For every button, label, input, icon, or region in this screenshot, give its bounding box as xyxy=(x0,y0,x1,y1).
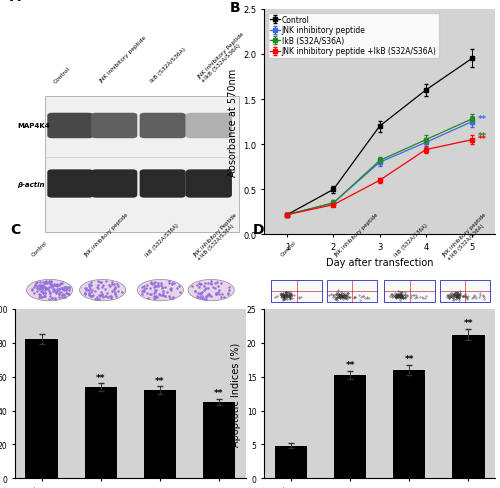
FancyBboxPatch shape xyxy=(45,97,239,232)
FancyBboxPatch shape xyxy=(48,170,94,198)
Text: JNK inhibitory Peptide
+IkB (S32A/S36A): JNK inhibitory Peptide +IkB (S32A/S36A) xyxy=(196,32,250,84)
Text: **: ** xyxy=(478,131,486,141)
Ellipse shape xyxy=(80,280,126,301)
FancyBboxPatch shape xyxy=(186,114,232,139)
Text: **: ** xyxy=(214,388,224,397)
Bar xyxy=(203,402,235,478)
Text: Control: Control xyxy=(31,240,48,258)
Text: IkB (S32A/S36A): IkB (S32A/S36A) xyxy=(144,223,180,258)
Text: JNK inhibitory peptide: JNK inhibitory peptide xyxy=(334,212,379,258)
Text: MAP4K4: MAP4K4 xyxy=(18,123,50,129)
Text: **: ** xyxy=(96,373,106,382)
Text: B: B xyxy=(230,1,240,15)
FancyBboxPatch shape xyxy=(140,114,186,139)
Ellipse shape xyxy=(188,280,234,301)
Text: **: ** xyxy=(404,354,414,364)
Text: **: ** xyxy=(478,135,486,144)
Y-axis label: Absorbance at 570nm: Absorbance at 570nm xyxy=(228,68,238,176)
Bar xyxy=(144,390,176,478)
Bar xyxy=(452,335,484,478)
Text: Control: Control xyxy=(53,66,72,84)
Text: JNK inhibitory peptide: JNK inhibitory peptide xyxy=(99,36,148,84)
Y-axis label: Apoptotic Indices (%): Apoptotic Indices (%) xyxy=(232,342,241,446)
Text: IkB (S32A/S36A): IkB (S32A/S36A) xyxy=(394,223,428,258)
Bar xyxy=(274,446,307,478)
Bar xyxy=(84,387,117,478)
Text: β-actin: β-actin xyxy=(18,181,45,187)
FancyBboxPatch shape xyxy=(271,281,322,303)
Text: JNK inhibitory Peptide
+IkB (S32A/S36A): JNK inhibitory Peptide +IkB (S32A/S36A) xyxy=(192,212,242,262)
Bar xyxy=(334,376,366,478)
FancyBboxPatch shape xyxy=(91,170,138,198)
Text: D: D xyxy=(252,223,264,237)
Ellipse shape xyxy=(138,280,184,301)
Ellipse shape xyxy=(26,280,72,301)
Text: IkB (S32A/S36A): IkB (S32A/S36A) xyxy=(150,47,188,84)
Legend: Control, JNK inhibitory peptide, IkB (S32A/S36A), JNK inhibitory peptide +IkB (S: Control, JNK inhibitory peptide, IkB (S3… xyxy=(268,14,439,59)
FancyBboxPatch shape xyxy=(91,114,138,139)
FancyBboxPatch shape xyxy=(384,281,435,303)
Text: JNK inhibitory peptide: JNK inhibitory peptide xyxy=(84,212,130,258)
Text: **: ** xyxy=(478,115,486,124)
Text: JNK inhibitory peptide
+IkB (S32A/S36A): JNK inhibitory peptide +IkB (S32A/S36A) xyxy=(442,212,492,262)
Text: C: C xyxy=(10,223,20,237)
FancyBboxPatch shape xyxy=(326,281,378,303)
Bar xyxy=(26,340,58,478)
FancyBboxPatch shape xyxy=(140,170,186,198)
Text: A: A xyxy=(10,0,21,4)
FancyBboxPatch shape xyxy=(186,170,232,198)
X-axis label: Day after transfection: Day after transfection xyxy=(326,257,434,267)
Text: **: ** xyxy=(464,319,473,327)
FancyBboxPatch shape xyxy=(440,281,490,303)
Text: Control: Control xyxy=(280,240,298,258)
FancyBboxPatch shape xyxy=(48,114,94,139)
Bar xyxy=(393,370,426,478)
Text: **: ** xyxy=(346,360,355,369)
Text: **: ** xyxy=(155,376,164,386)
